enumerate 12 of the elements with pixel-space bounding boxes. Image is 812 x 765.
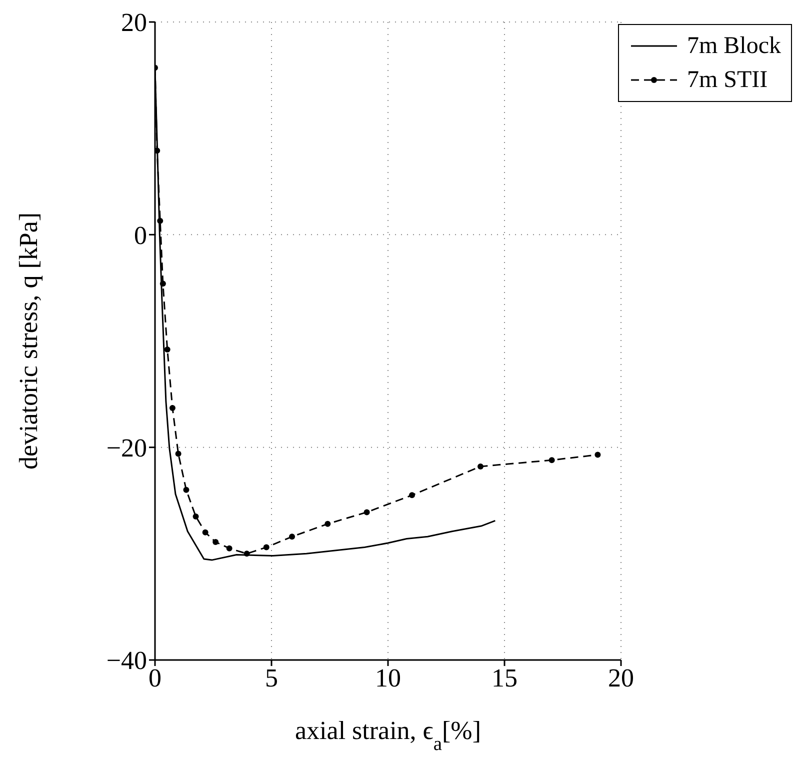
x-tick-label: 20 <box>608 663 634 692</box>
x-tick-label: 5 <box>265 663 278 692</box>
y-tick-label: −40 <box>106 646 147 676</box>
y-axis-title: deviatoric stress, q [kPa] <box>14 212 44 470</box>
y-tick-label: −20 <box>106 434 147 463</box>
y-tick-label: 20 <box>121 8 147 38</box>
x-tick-label: 15 <box>492 663 518 692</box>
x-tick-label: 10 <box>375 663 401 692</box>
legend-label: 7m Block <box>687 32 781 60</box>
legend-label: 7m STII <box>687 66 768 94</box>
y-tick-label: 0 <box>134 220 147 250</box>
x-axis-title: axial strain, ϵ$_{a}$[%] <box>295 716 481 754</box>
